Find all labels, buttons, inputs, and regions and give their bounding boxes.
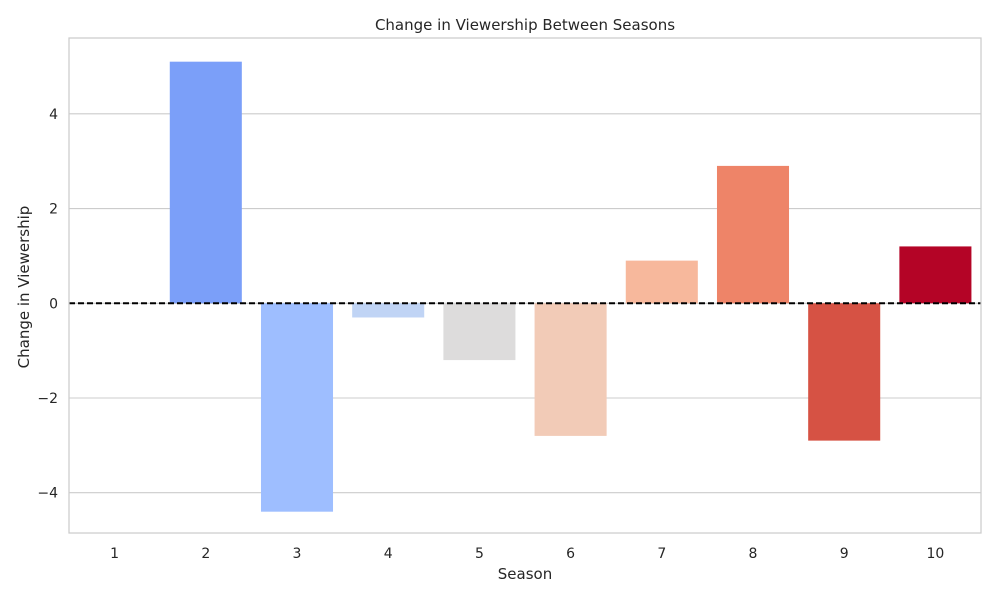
y-tick-label: 4	[49, 107, 58, 123]
x-tick-label: 10	[926, 546, 944, 562]
bar-season-8	[716, 165, 790, 304]
x-tick-label: 6	[566, 546, 575, 562]
x-tick-label: 5	[475, 546, 484, 562]
x-tick-labels: 1 2 3 4 5 6 7 8 9 10	[110, 546, 944, 562]
x-tick-label: 4	[384, 546, 393, 562]
bar-season-5	[443, 303, 516, 361]
chart-title: Change in Viewership Between Seasons	[375, 16, 675, 34]
bar-season-3	[260, 303, 334, 512]
y-tick-label: −4	[37, 486, 58, 502]
y-tick-label: 0	[49, 296, 58, 312]
bar-season-10	[899, 246, 972, 304]
bar-season-6	[534, 303, 607, 436]
x-tick-label: 3	[293, 546, 302, 562]
bar-season-2	[169, 61, 242, 304]
bar-season-4	[352, 303, 425, 318]
plot-frame	[68, 37, 982, 534]
y-tick-label: 2	[49, 202, 58, 218]
x-tick-label: 9	[840, 546, 849, 562]
x-tick-label: 1	[110, 546, 119, 562]
x-tick-label: 2	[201, 546, 210, 562]
y-tick-labels: −4 −2 0 2 4	[37, 107, 58, 502]
bar-season-9	[808, 303, 881, 441]
x-tick-label: 8	[749, 546, 758, 562]
x-tick-label: 7	[657, 546, 666, 562]
bars	[169, 61, 972, 512]
bar-season-7	[625, 260, 698, 304]
y-axis-title: Change in Viewership	[15, 206, 33, 369]
x-axis-title: Season	[498, 565, 552, 583]
y-tick-label: −2	[37, 391, 58, 407]
